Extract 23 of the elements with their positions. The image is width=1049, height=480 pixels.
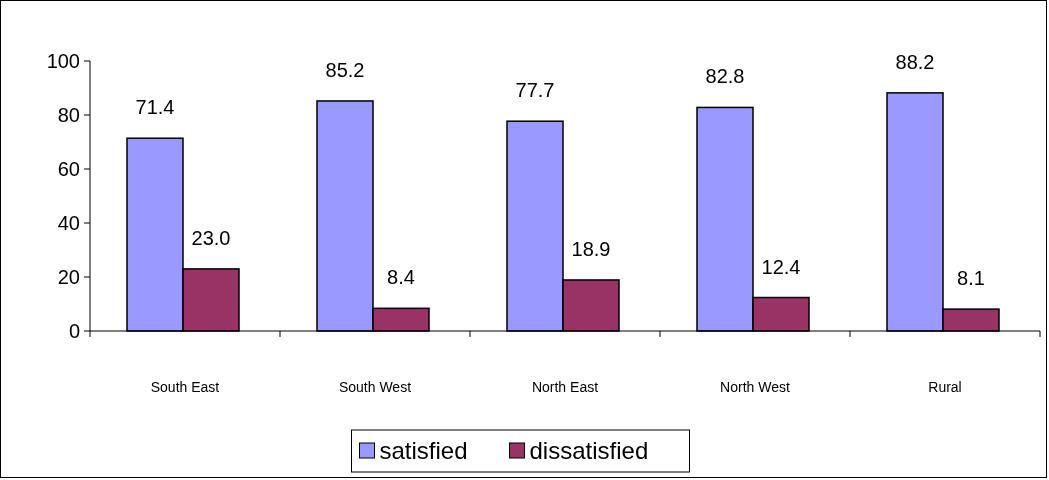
data-label: 88.2	[895, 50, 935, 73]
y-tick-label: 20	[57, 266, 80, 288]
legend-label: dissatisfied	[529, 437, 649, 465]
y-tick-label: 0	[68, 320, 80, 342]
data-label: 85.2	[325, 58, 365, 81]
x-tick-label: South East	[150, 379, 220, 395]
data-label: 8.4	[387, 266, 415, 289]
data-label: 71.4	[135, 96, 175, 119]
data-label: 12.4	[761, 255, 801, 278]
x-tick-label: Rural	[928, 379, 962, 395]
y-tick-label: 100	[46, 50, 80, 72]
x-tick-label: South West	[338, 379, 412, 395]
x-tick-label: North East	[531, 379, 599, 395]
x-tick-label: North West	[720, 379, 790, 395]
y-tick-label: 60	[57, 158, 80, 180]
y-tick-label: 40	[57, 212, 80, 234]
data-label: 77.7	[515, 79, 555, 102]
data-label: 18.9	[571, 237, 611, 260]
data-label: 23.0	[191, 226, 231, 249]
y-tick-label: 80	[57, 104, 80, 126]
data-label: 8.1	[957, 267, 985, 290]
legend-label: satisfied	[379, 437, 468, 465]
data-label: 82.8	[705, 65, 745, 88]
